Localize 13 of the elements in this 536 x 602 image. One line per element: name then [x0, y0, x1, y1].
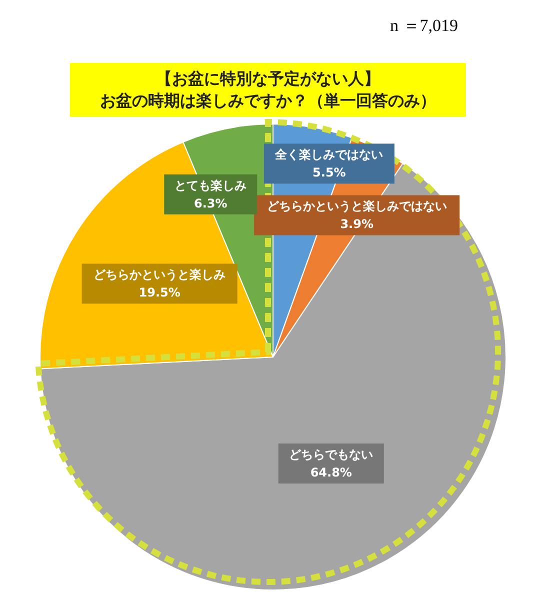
data-label: 3.9% — [340, 217, 374, 232]
slice-label: 全く楽しみではない — [274, 148, 384, 162]
slice-label: とても楽しみ — [174, 178, 247, 192]
data-label: 19.5% — [138, 286, 180, 300]
data-label: 5.5% — [312, 166, 346, 180]
data-label: 64.8% — [310, 466, 352, 480]
slice-label: どちらかというと楽しみではない — [266, 199, 447, 214]
slice-label: どちらかというと楽しみ — [94, 268, 226, 282]
chart-title: 【お盆に特別な予定がない人】 — [155, 68, 381, 90]
chart-subtitle: お盆の時期は楽しみですか？（単一回答のみ） — [99, 90, 437, 112]
text: n ＝7,019 — [390, 15, 458, 37]
slice-label: どちらでもない — [289, 448, 374, 462]
data-label: 6.3% — [194, 196, 228, 210]
